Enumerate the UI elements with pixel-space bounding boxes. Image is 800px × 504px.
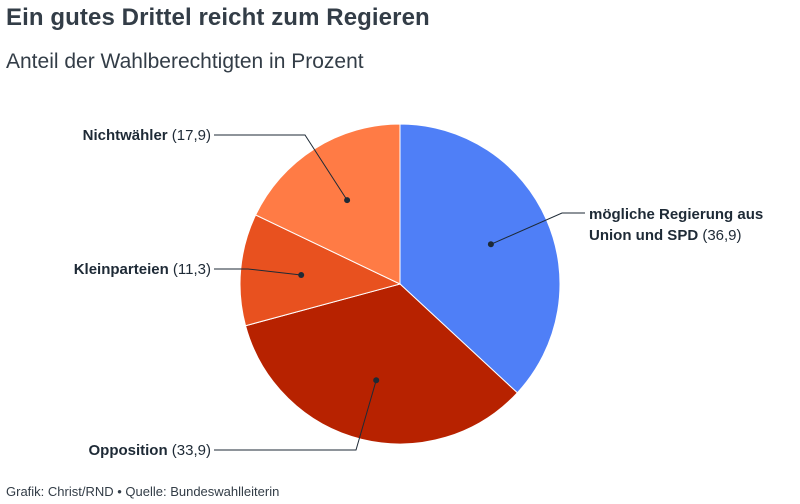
pie-slice: [254, 123, 401, 285]
slice-label: mögliche Regierung aus Union und SPD (36,…: [589, 206, 763, 244]
leader-dot: [344, 197, 351, 204]
slice-name: Opposition: [88, 442, 167, 459]
leader-dot: [373, 377, 380, 384]
leader-line: [214, 268, 302, 276]
pie-slices: [239, 123, 561, 445]
leader-dot: [298, 272, 305, 278]
slice-name: Union und SPD: [589, 227, 698, 244]
pie-labels: mögliche Regierung aus Union und SPD (36,…: [74, 127, 763, 459]
chart-title: Ein gutes Drittel reicht zum Regieren: [6, 4, 430, 31]
source-credit: Grafik: Christ/RND • Quelle: Bundeswahll…: [6, 484, 280, 499]
slice-value: (33,9): [168, 442, 211, 459]
slice-value: (11,3): [169, 261, 211, 278]
leader-dot: [487, 241, 494, 248]
pie-slice: [244, 283, 519, 445]
slice-value: (36,9): [698, 227, 741, 244]
slice-name: Nichtwähler: [83, 127, 168, 144]
slice-label: Nichtwähler (17,9): [83, 127, 211, 144]
slice-value: (17,9): [168, 127, 211, 144]
leader-line: [214, 134, 348, 201]
slice-label: Kleinparteien (11,3): [74, 261, 211, 278]
slice-label: Opposition (33,9): [88, 442, 211, 459]
chart-subtitle: Anteil der Wahlberechtigten in Prozent: [6, 50, 364, 73]
slice-name: Kleinparteien: [74, 261, 169, 278]
slice-name: mögliche Regierung aus: [589, 206, 763, 223]
leader-line: [214, 380, 377, 451]
leader-line: [490, 212, 585, 245]
